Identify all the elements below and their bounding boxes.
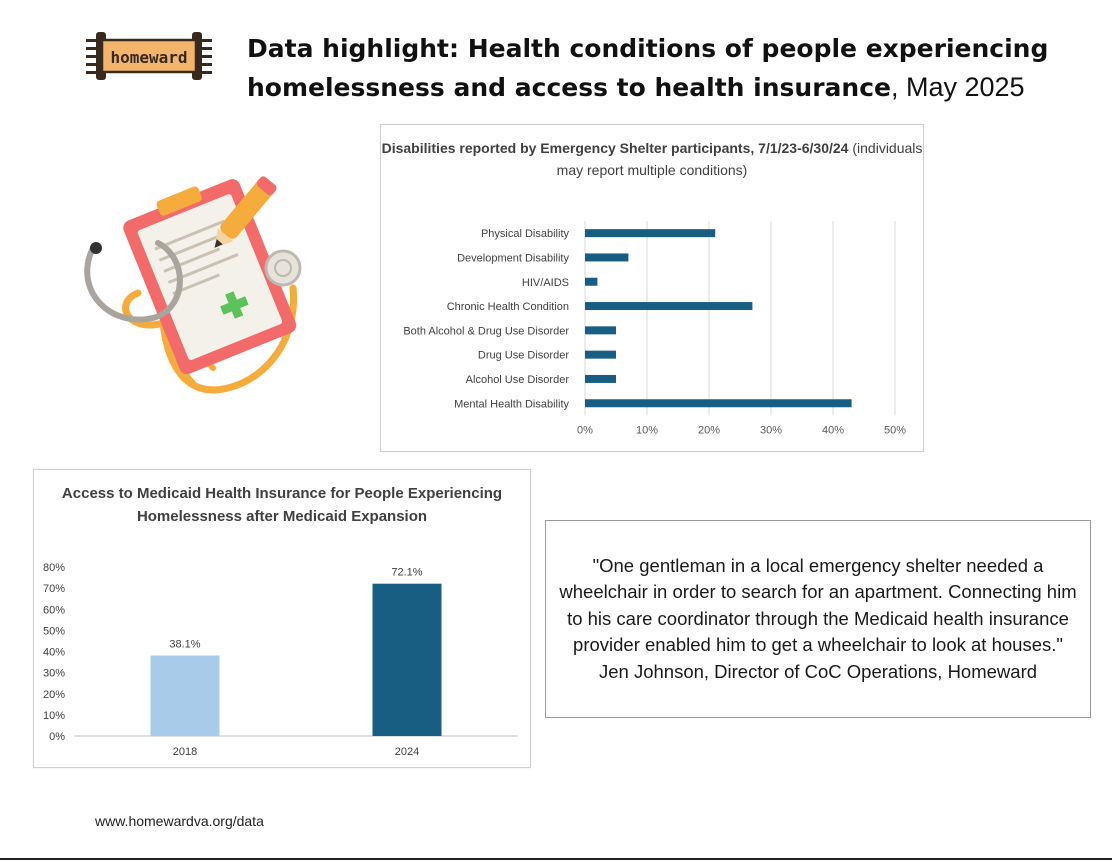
chart1-category-label: Chronic Health Condition: [447, 301, 569, 313]
chart1-x-tick-label: 0%: [577, 424, 593, 436]
chart1-category-label: Physical Disability: [481, 228, 570, 240]
chart1-bar: [585, 302, 753, 311]
chart2-data-label: 72.1%: [391, 567, 422, 579]
logo-text: homeward: [110, 48, 187, 67]
bottom-divider: [0, 858, 1112, 860]
chart2-x-tick-label: 2024: [395, 746, 419, 758]
disabilities-chart: Disabilities reported by Emergency Shelt…: [380, 124, 924, 452]
chart1-title: Disabilities reported by Emergency Shelt…: [381, 140, 849, 156]
chart1-category-label: Mental Health Disability: [454, 398, 569, 410]
chart2-y-tick-label: 80%: [43, 562, 65, 574]
homeward-logo: homeward: [86, 32, 212, 80]
title-text: Data highlight: Health conditions of peo…: [247, 34, 1049, 102]
chart1-x-tick-label: 40%: [822, 424, 844, 436]
chart2-bar: [372, 583, 442, 736]
clipboard-stethoscope-illustration: [84, 176, 302, 394]
chart1-subtitle: (individuals may report multiple conditi…: [556, 140, 923, 178]
chart2-y-tick-label: 50%: [43, 625, 65, 637]
chart2-y-tick-label: 60%: [43, 604, 65, 616]
chart1-bar: [585, 399, 852, 408]
footer-url[interactable]: www.homewardva.org/data: [95, 813, 264, 829]
chart1-category-label: Alcohol Use Disorder: [466, 374, 570, 386]
chart2-y-tick-label: 20%: [43, 689, 65, 701]
chart2-y-tick-label: 10%: [43, 710, 65, 722]
chart2-bar: [150, 655, 220, 736]
chart1-x-tick-label: 30%: [760, 424, 782, 436]
chart1-x-tick-label: 50%: [884, 424, 906, 436]
chart1-title-block: Disabilities reported by Emergency Shelt…: [381, 137, 923, 181]
quote-attribution: Jen Johnson, Director of CoC Operations,…: [598, 660, 1038, 682]
chart1-x-tick-label: 10%: [636, 424, 658, 436]
chart1-bar: [585, 326, 616, 335]
chart1-category-label: Both Alcohol & Drug Use Disorder: [403, 325, 569, 337]
chart2-title: Access to Medicaid Health Insurance for …: [61, 485, 503, 525]
chart2-y-tick-label: 30%: [43, 668, 65, 680]
medicaid-chart: Access to Medicaid Health Insurance for …: [33, 469, 531, 768]
chart1-category-label: Development Disability: [457, 252, 569, 264]
page-title: Data highlight: Health conditions of peo…: [247, 30, 1087, 107]
chart2-y-tick-label: 40%: [43, 647, 65, 659]
chart2-y-tick-label: 0%: [49, 731, 65, 743]
quote-text: "One gentleman in a local emergency shel…: [559, 554, 1077, 656]
chart2-data-label: 38.1%: [169, 639, 200, 651]
chart1-x-tick-label: 20%: [698, 424, 720, 436]
chart1-bar: [585, 350, 616, 359]
chart1-plot: 0% 10% 20% 30% 40% 50% Physical Disability Deve…: [403, 221, 906, 436]
chart2-x-tick-label: 2018: [173, 746, 197, 758]
title-date: , May 2025: [890, 72, 1025, 102]
chart2-y-tick-label: 70%: [43, 583, 65, 595]
chart1-category-label: Drug Use Disorder: [478, 350, 569, 362]
quote-box: "One gentleman in a local emergency shel…: [545, 520, 1091, 718]
chart1-bar: [585, 229, 716, 238]
chart1-bar: [585, 277, 598, 286]
chart2-plot: 0% 10% 20% 30% 40% 50% 60% 70% 80% 38.1% 2018 72.1%…: [43, 562, 518, 758]
chart1-bar: [585, 253, 629, 262]
chart1-category-label: HIV/AIDS: [522, 277, 569, 289]
chart1-bar: [585, 374, 616, 383]
